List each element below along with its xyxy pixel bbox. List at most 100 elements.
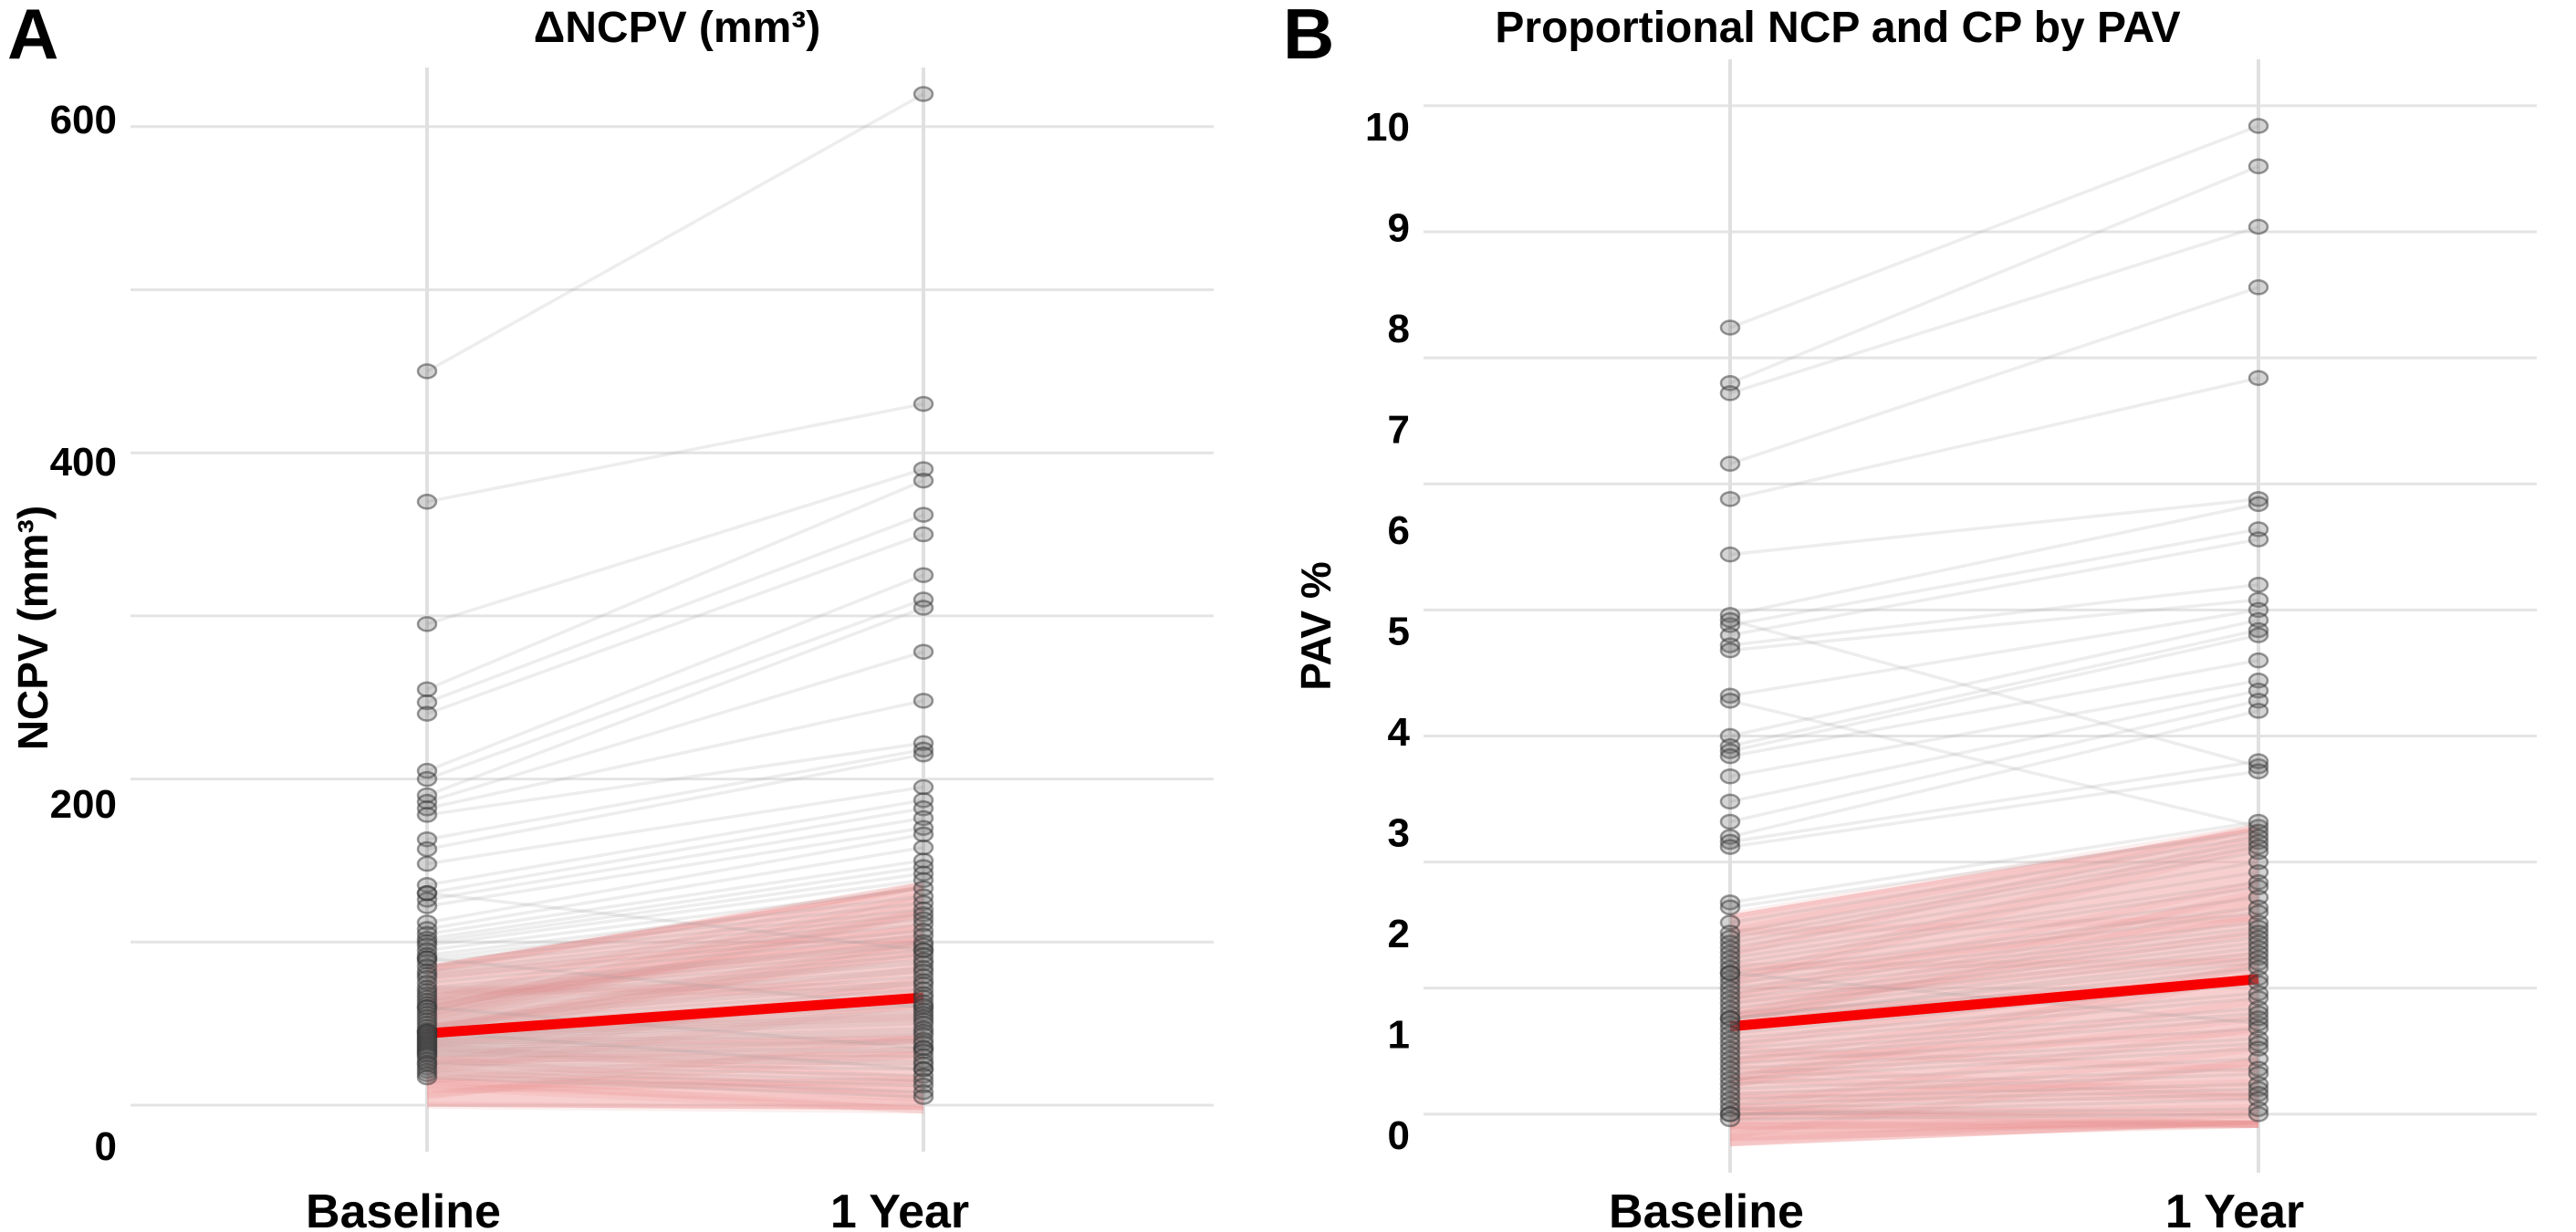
pair-line [1729, 925, 2259, 990]
pair-line [426, 1062, 924, 1078]
band-streak [1729, 1064, 2259, 1098]
band-streak [1728, 840, 2260, 988]
band-streak [1729, 1103, 2259, 1121]
band-streak [426, 1051, 924, 1064]
confidence-band [427, 884, 923, 1111]
data-point [2247, 621, 2269, 639]
band-streak [426, 1075, 924, 1088]
pair-line [1729, 502, 2259, 617]
y-tick-label: 8 [1388, 307, 1410, 351]
data-point [2247, 763, 2269, 779]
data-point [1719, 491, 1741, 507]
pair-line [426, 513, 924, 705]
pair-line [426, 859, 924, 936]
pair-line [426, 865, 924, 941]
pair-line [426, 606, 924, 798]
pair-line [426, 845, 924, 931]
data-point [2247, 839, 2269, 855]
data-point [416, 1069, 438, 1086]
data-point [1719, 793, 1741, 810]
data-point [1719, 813, 1741, 830]
band-streak [1729, 893, 2259, 1001]
pair-line [1729, 885, 2259, 965]
band-streak [426, 947, 924, 1033]
data-point [1719, 767, 1741, 785]
band-streak [426, 999, 924, 1076]
band-streak [426, 1076, 924, 1114]
y-tick-label: 6 [1388, 508, 1410, 553]
trend-line [426, 992, 924, 1039]
y-tick-label: 2 [1388, 912, 1410, 956]
pair-line [426, 741, 924, 817]
data-point [416, 840, 438, 858]
band-streak [426, 895, 924, 1014]
band-streak [1729, 1120, 2259, 1134]
y-tick-label: 600 [50, 98, 117, 142]
band-streak [1729, 900, 2259, 1027]
pair-line [1729, 618, 2259, 768]
data-point [913, 741, 934, 758]
pair-line [1729, 955, 2259, 1020]
pair-line [1729, 1071, 2259, 1096]
data-point [416, 855, 438, 872]
pair-line [426, 929, 924, 980]
band-streak [1729, 1058, 2259, 1122]
band-streak [1729, 1120, 2259, 1142]
band-streak [1729, 1120, 2259, 1142]
pair-line [426, 1033, 924, 1049]
data-point [2247, 279, 2269, 296]
pair-line [426, 1029, 924, 1047]
data-point [913, 643, 934, 660]
pair-line [1729, 845, 2259, 940]
pair-line [426, 894, 924, 957]
pair-line [1729, 538, 2259, 637]
pair-line [426, 1058, 924, 1067]
pair-line [1729, 1027, 2259, 1066]
pair-line [1729, 905, 2259, 975]
data-point [416, 681, 438, 698]
data-point [416, 884, 438, 902]
band-streak [426, 1078, 924, 1094]
pair-line [1729, 759, 2259, 844]
pair-line [1729, 870, 2259, 955]
pair-line [426, 917, 924, 974]
band-streak [426, 975, 924, 1069]
pair-line [1729, 689, 2259, 804]
band-streak [426, 1042, 924, 1083]
data-point [913, 839, 934, 856]
data-point [913, 567, 934, 583]
band-streak [1729, 1092, 2259, 1102]
pair-line [426, 92, 924, 373]
data-point [416, 694, 438, 711]
data-point [1719, 965, 1741, 981]
pair-line [1729, 699, 2259, 829]
pair-line [1729, 1037, 2259, 1070]
band-streak [426, 1055, 924, 1100]
data-point [416, 898, 438, 914]
data-point [1719, 455, 1741, 472]
data-point [913, 1089, 934, 1105]
band-streak [426, 937, 924, 1032]
data-point [2247, 652, 2269, 669]
pair-line [426, 969, 924, 1013]
data-point [416, 494, 438, 510]
data-point [2247, 218, 2269, 235]
band-streak [426, 881, 924, 972]
y-tick-label: 200 [50, 782, 117, 827]
band-streak [1729, 1116, 2259, 1128]
data-point [913, 472, 934, 489]
data-point [416, 807, 438, 823]
band-streak [1729, 997, 2259, 1082]
band-streak [1728, 831, 2260, 984]
pair-line [426, 650, 924, 804]
pair-line [426, 983, 924, 1022]
pair-line [426, 467, 924, 626]
pair-line [426, 975, 924, 1016]
data-point [2247, 370, 2269, 386]
pair-line [426, 1054, 924, 1063]
y-tick-label: 400 [50, 440, 117, 485]
pair-line [426, 901, 924, 960]
band-streak [426, 910, 924, 1027]
band-streak [1729, 823, 2259, 935]
pair-line [1729, 124, 2259, 329]
